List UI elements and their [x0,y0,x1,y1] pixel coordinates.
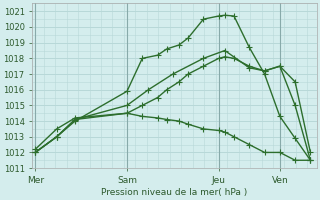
X-axis label: Pression niveau de la mer( hPa ): Pression niveau de la mer( hPa ) [101,188,247,197]
